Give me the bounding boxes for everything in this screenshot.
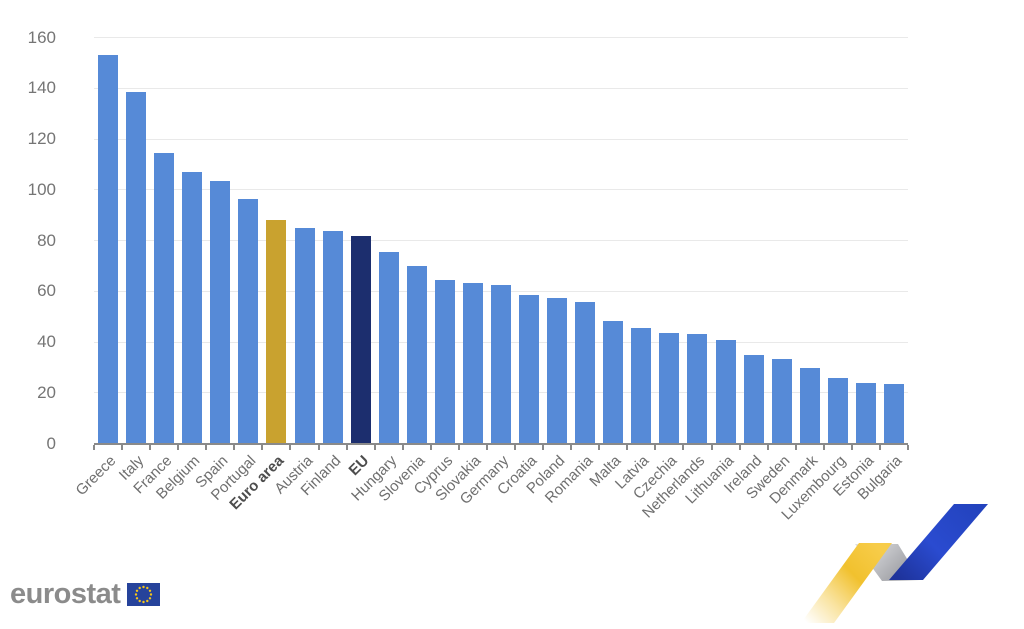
- gridline-140: [94, 87, 908, 89]
- bar-estonia: [855, 383, 876, 444]
- gridline-160: [94, 37, 908, 39]
- x-tick-label-greece: Greece: [72, 452, 120, 500]
- x-axis-tick: [401, 444, 404, 450]
- x-axis-tick: [121, 444, 124, 450]
- x-axis-tick: [542, 444, 545, 450]
- x-axis-tick: [485, 444, 488, 450]
- bar-slovenia: [406, 265, 427, 444]
- x-axis-tick: [682, 444, 685, 450]
- bar-malta: [603, 320, 624, 444]
- bar-portugal: [238, 198, 259, 444]
- gridline-80: [94, 240, 908, 242]
- x-axis-tick: [345, 444, 348, 450]
- x-axis-tick: [626, 444, 629, 450]
- x-axis-tick: [233, 444, 236, 450]
- x-axis-line: [94, 442, 908, 445]
- bar-eu: [350, 235, 371, 444]
- bar-austria: [294, 227, 315, 444]
- x-axis-tick: [570, 444, 573, 450]
- x-axis-tick: [317, 444, 320, 450]
- bar-latvia: [631, 328, 652, 444]
- x-axis-tick: [738, 444, 741, 450]
- y-tick-label-0: 0: [46, 433, 56, 453]
- bar-romania: [575, 302, 596, 444]
- bar-bulgaria: [883, 383, 904, 444]
- bar-luxembourg: [827, 377, 848, 444]
- bar-slovakia: [462, 283, 483, 444]
- bar-germany: [491, 284, 511, 444]
- bar-belgium: [182, 172, 203, 444]
- y-tick-label-40: 40: [37, 332, 56, 352]
- x-axis-tick: [598, 444, 601, 450]
- bar-lithuania: [715, 340, 736, 444]
- bar-italy: [126, 92, 147, 444]
- x-axis-tick: [794, 444, 797, 450]
- y-tick-label-120: 120: [27, 129, 56, 149]
- bar-spain: [210, 180, 231, 444]
- x-axis-tick: [289, 444, 292, 450]
- x-axis-tick: [878, 444, 881, 450]
- x-axis-tick: [205, 444, 208, 450]
- bar-france: [154, 153, 175, 444]
- x-axis-tick: [149, 444, 152, 450]
- bar-finland: [322, 231, 343, 444]
- y-tick-label-100: 100: [27, 179, 56, 199]
- gridline-100: [94, 189, 908, 191]
- y-tick-label-140: 140: [27, 78, 56, 98]
- eurostat-logo: eurostat: [10, 578, 161, 610]
- x-axis-tick: [261, 444, 264, 450]
- eu-flag-icon: [127, 583, 161, 606]
- x-axis-tick: [766, 444, 769, 450]
- x-axis-tick: [429, 444, 432, 450]
- x-axis-tick: [654, 444, 657, 450]
- bar-cyprus: [434, 279, 455, 444]
- bar-greece: [98, 54, 119, 444]
- x-axis-tick: [373, 444, 376, 450]
- y-tick-label-20: 20: [37, 382, 56, 402]
- bar-croatia: [519, 294, 540, 444]
- x-axis-tick: [907, 444, 909, 450]
- x-axis-tick: [822, 444, 825, 450]
- bar-czechia: [659, 333, 680, 444]
- y-tick-label-60: 60: [37, 281, 56, 301]
- gridline-120: [94, 138, 908, 140]
- bar-sweden: [771, 358, 792, 444]
- bar-poland: [547, 298, 568, 444]
- x-axis-tick: [514, 444, 517, 450]
- y-tick-label-80: 80: [37, 230, 56, 250]
- bar-denmark: [799, 368, 820, 444]
- x-axis-tick: [457, 444, 460, 450]
- eurostat-logo-text: eurostat: [10, 578, 121, 610]
- bar-hungary: [378, 252, 399, 444]
- bar-netherlands: [687, 333, 708, 444]
- x-axis-tick: [710, 444, 713, 450]
- x-axis-tick: [93, 444, 95, 450]
- bar-ireland: [743, 354, 764, 444]
- bar-euro-area: [266, 220, 287, 444]
- x-axis-tick: [177, 444, 180, 450]
- x-axis-tick: [850, 444, 853, 450]
- y-tick-label-160: 160: [27, 27, 56, 47]
